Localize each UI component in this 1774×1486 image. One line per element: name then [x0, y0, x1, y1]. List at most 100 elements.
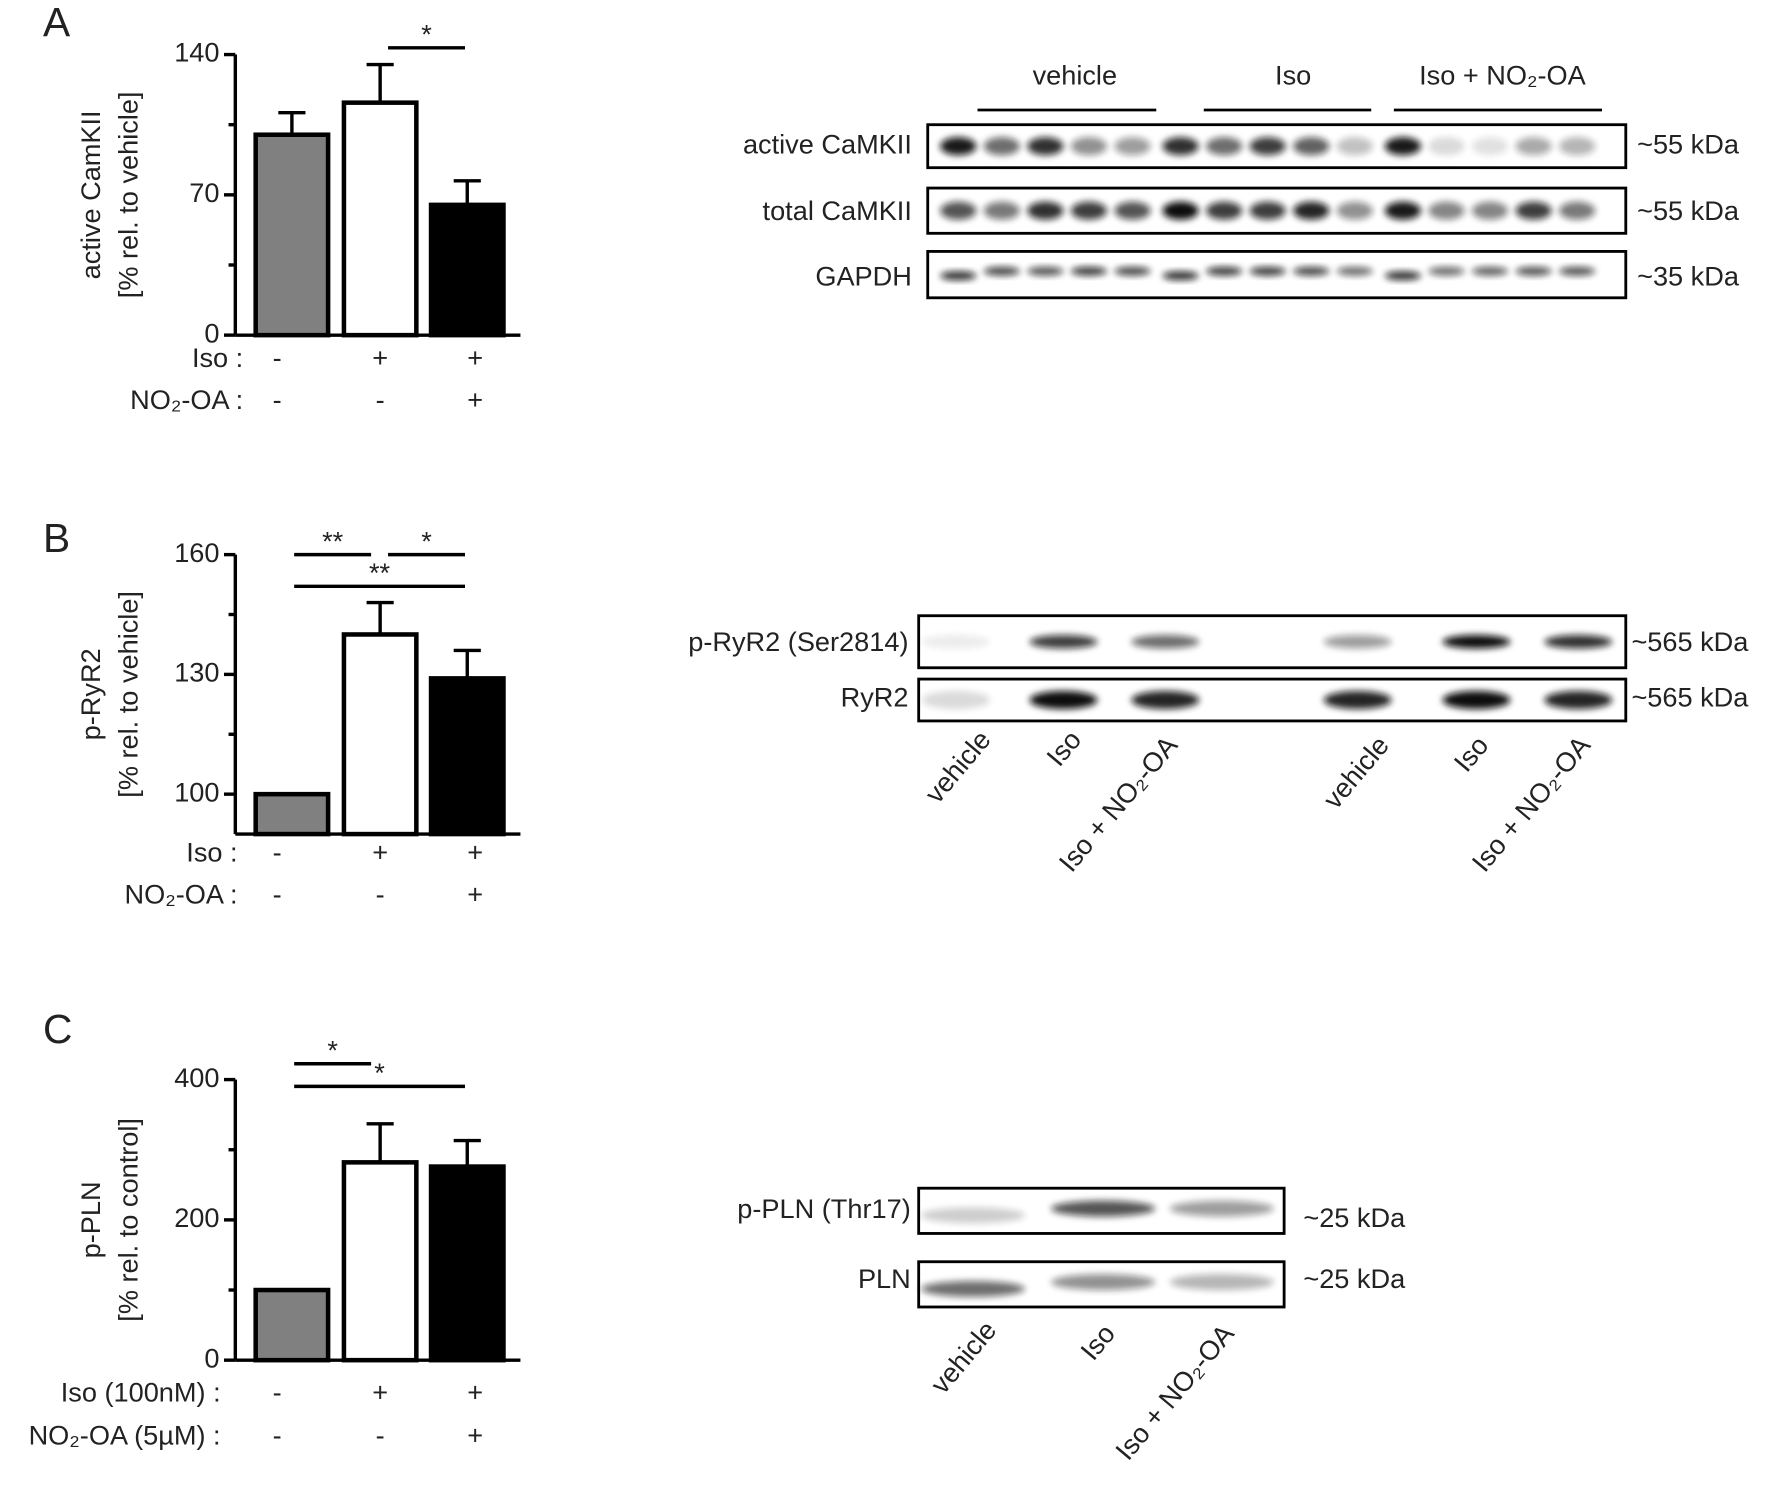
panel-letter: C	[43, 1006, 72, 1052]
y-axis-label: [% rel. to vehicle]	[112, 92, 143, 299]
y-axis-label: p-RyR2	[75, 648, 106, 740]
condition-sign: +	[467, 342, 483, 373]
y-tick-label: 160	[174, 537, 219, 568]
blot-kda-label: ~25 kDa	[1303, 1263, 1406, 1294]
blot-frame	[917, 614, 1628, 670]
blot-band	[940, 271, 977, 281]
blot-band	[940, 137, 977, 156]
blot-kda-label: ~565 kDa	[1631, 626, 1749, 657]
condition-sign: +	[372, 342, 388, 373]
blot-band	[1249, 137, 1286, 156]
blot-band	[1544, 634, 1613, 649]
significance-label: *	[374, 1057, 385, 1088]
blot-band	[1428, 266, 1465, 276]
blot-row-label: p-PLN (Thr17)	[737, 1193, 910, 1224]
blot-band	[1336, 201, 1373, 220]
blot-frame	[917, 1260, 1286, 1309]
blot-band	[1162, 137, 1199, 156]
blot-frame	[926, 123, 1628, 170]
blot-band	[1559, 137, 1596, 156]
blot-band	[1027, 137, 1064, 156]
condition-sign: -	[273, 384, 282, 415]
blot-kda-label: ~565 kDa	[1631, 682, 1749, 713]
blot-kda-label: ~55 kDa	[1637, 195, 1740, 226]
condition-sign: +	[467, 837, 483, 868]
blot-band	[1471, 201, 1509, 220]
panel-letter: A	[43, 0, 71, 45]
blot-band	[1206, 201, 1243, 220]
condition-sign: +	[372, 1376, 388, 1407]
blot-band	[1293, 201, 1330, 220]
condition-sign: -	[376, 384, 385, 415]
condition-label: NO₂-OA :	[124, 878, 237, 909]
blot-band	[1336, 137, 1373, 156]
blot-band	[1428, 137, 1465, 156]
lane-group-label: vehicle	[1033, 59, 1117, 90]
condition-label: Iso (100nM) :	[61, 1376, 221, 1407]
blot-band	[1515, 137, 1552, 156]
y-tick-label: 0	[204, 1342, 219, 1373]
blot-band	[1384, 201, 1422, 220]
condition-sign: +	[372, 837, 388, 868]
blot-band	[1206, 137, 1243, 156]
blot-band	[983, 266, 1020, 276]
blot-band	[1029, 690, 1098, 710]
lane-label: Iso + NO₂-OA	[1109, 1317, 1240, 1465]
significance-label: **	[369, 557, 391, 588]
blot-band	[1169, 1200, 1274, 1217]
blot-row-label: total CaMKII	[763, 195, 912, 226]
lane-group-label: Iso	[1275, 59, 1311, 90]
blot-band	[922, 690, 990, 710]
y-axis-label: [% rel. to control]	[112, 1118, 143, 1322]
blot-band	[1323, 690, 1392, 710]
bar	[253, 1287, 331, 1363]
condition-sign: +	[467, 1376, 483, 1407]
blot-band	[1293, 266, 1330, 276]
y-tick-label: 130	[174, 657, 219, 688]
blot-band	[1384, 137, 1422, 156]
blot-band	[1559, 266, 1596, 276]
blot-row-label: p-RyR2 (Ser2814)	[688, 626, 908, 657]
blot-band	[1471, 266, 1509, 276]
blot-band	[1027, 266, 1064, 276]
y-tick-label: 70	[189, 177, 219, 208]
blot-band	[940, 201, 977, 220]
bar	[341, 632, 419, 837]
bar	[253, 132, 331, 338]
blot-band	[1131, 690, 1200, 710]
blot-band	[1323, 634, 1392, 649]
lane-label: vehicle	[1317, 730, 1395, 815]
lane-label: vehicle	[919, 724, 997, 809]
condition-label: NO₂-OA (5µM) :	[29, 1419, 221, 1450]
blot-band	[1070, 137, 1108, 156]
blot-band	[1169, 1274, 1274, 1291]
bar	[341, 100, 419, 338]
blot-band	[1428, 201, 1465, 220]
y-axis-label: active CamKII	[75, 110, 106, 279]
blot-band	[1027, 201, 1064, 220]
blot-band	[920, 1280, 1026, 1297]
y-axis-label: [% rel. to vehicle]	[112, 591, 143, 798]
condition-sign: +	[467, 384, 483, 415]
significance-label: *	[421, 525, 432, 556]
panel-letter: B	[43, 515, 70, 561]
condition-label: Iso :	[192, 342, 243, 373]
blot-band	[922, 634, 990, 649]
lane-label: Iso	[1040, 724, 1087, 772]
condition-sign: -	[273, 342, 282, 373]
blot-band	[1471, 137, 1509, 156]
blot-band	[1336, 266, 1373, 276]
condition-sign: -	[273, 1419, 282, 1450]
significance-label: *	[421, 19, 432, 50]
y-tick-label: 0	[204, 317, 219, 348]
blot-band	[1515, 266, 1552, 276]
blot-band	[1384, 271, 1422, 281]
blot-band	[1114, 137, 1151, 156]
blot-frame	[926, 186, 1628, 235]
condition-label: Iso :	[186, 837, 237, 868]
blot-band	[1070, 266, 1108, 276]
blot-band	[1442, 634, 1511, 649]
y-tick-label: 400	[174, 1062, 219, 1093]
condition-sign: -	[273, 1376, 282, 1407]
blot-band	[920, 1207, 1026, 1224]
